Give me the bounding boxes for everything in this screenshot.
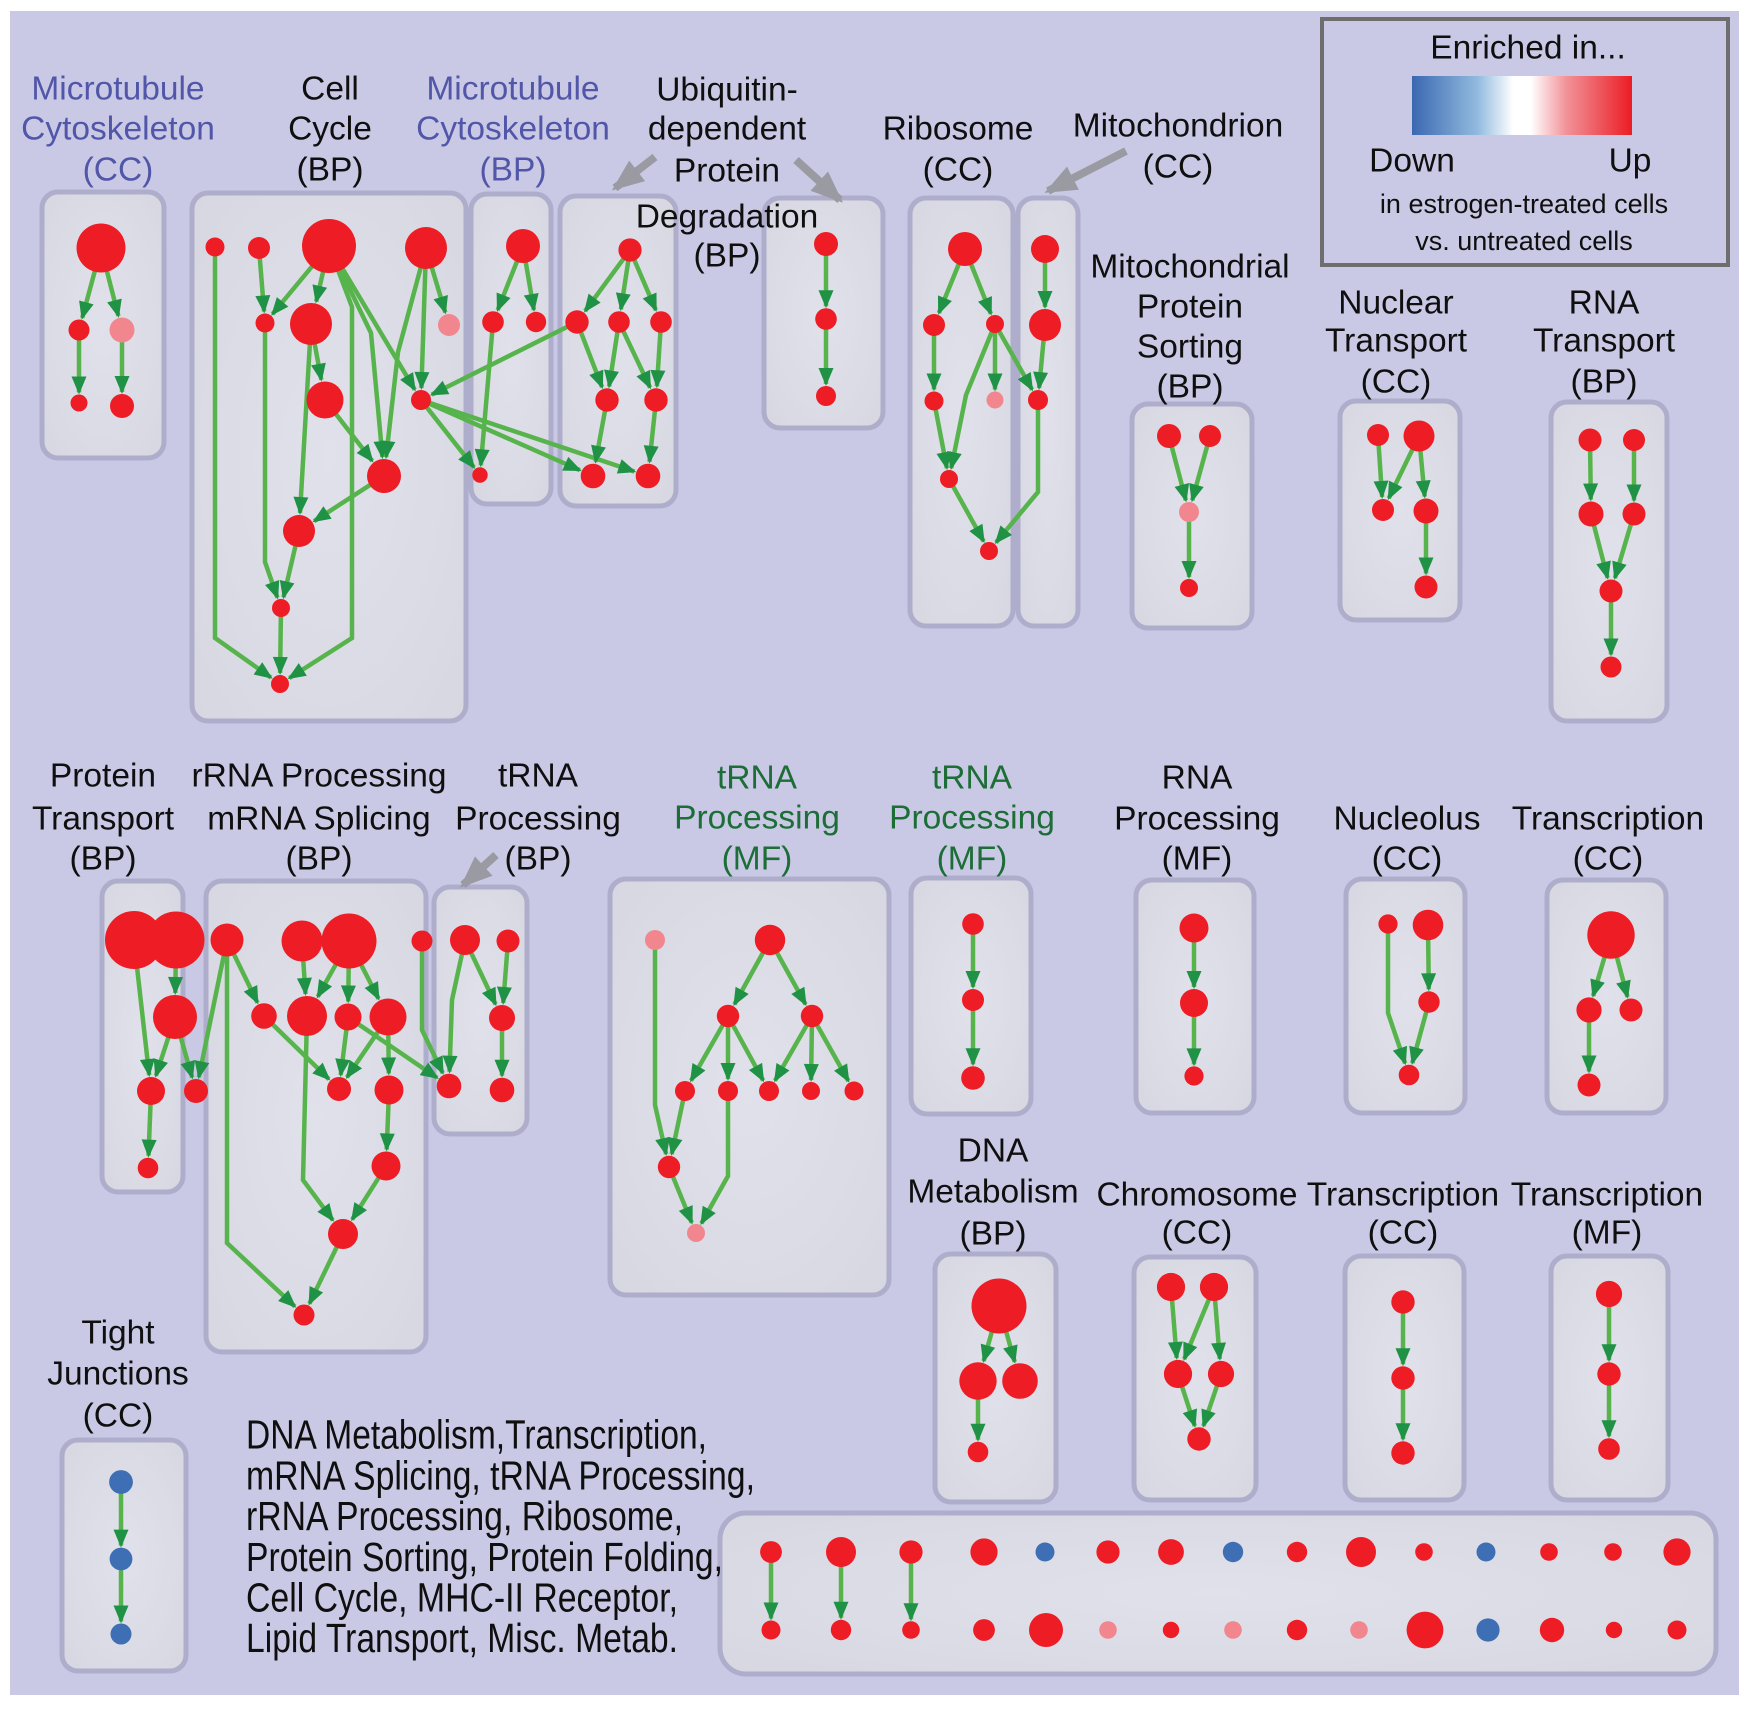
svg-text:Microtubule: Microtubule	[426, 70, 599, 107]
svg-text:Cytoskeleton: Cytoskeleton	[416, 110, 610, 147]
svg-text:Mitochondrion: Mitochondrion	[1073, 107, 1283, 144]
svg-text:(BP): (BP)	[480, 151, 547, 188]
svg-text:(BP): (BP)	[960, 1215, 1027, 1252]
svg-text:(BP): (BP)	[297, 151, 364, 188]
svg-text:(MF): (MF)	[722, 840, 793, 877]
svg-text:DNA: DNA	[958, 1132, 1029, 1169]
svg-text:Protein: Protein	[50, 757, 156, 794]
svg-text:mRNA Splicing: mRNA Splicing	[207, 800, 430, 837]
svg-text:Transcription: Transcription	[1307, 1176, 1499, 1213]
svg-text:Tight: Tight	[81, 1314, 155, 1351]
svg-text:(BP): (BP)	[70, 840, 137, 877]
svg-text:(CC): (CC)	[1143, 148, 1214, 185]
svg-text:(CC): (CC)	[923, 151, 994, 188]
svg-text:Cytoskeleton: Cytoskeleton	[21, 110, 215, 147]
svg-text:Chromosome: Chromosome	[1096, 1176, 1297, 1213]
svg-text:(CC): (CC)	[1368, 1214, 1439, 1251]
svg-text:(BP): (BP)	[1157, 368, 1224, 405]
svg-text:Cell Cycle, MHC-II Receptor,: Cell Cycle, MHC-II Receptor,	[246, 1575, 678, 1621]
svg-text:Up: Up	[1609, 142, 1652, 179]
svg-text:Sorting: Sorting	[1137, 328, 1243, 365]
svg-text:Mitochondrial: Mitochondrial	[1090, 248, 1289, 285]
svg-text:Protein: Protein	[1137, 288, 1243, 325]
svg-text:Cell: Cell	[301, 70, 359, 107]
svg-text:(BP): (BP)	[286, 840, 353, 877]
svg-text:tRNA: tRNA	[498, 757, 579, 794]
svg-text:tRNA: tRNA	[932, 759, 1013, 796]
svg-text:DNA Metabolism,Transcription,: DNA Metabolism,Transcription,	[246, 1412, 707, 1458]
svg-text:Processing: Processing	[455, 800, 621, 837]
svg-text:Processing: Processing	[1114, 800, 1280, 837]
svg-text:vs. untreated cells: vs. untreated cells	[1415, 226, 1633, 256]
svg-text:(CC): (CC)	[83, 1397, 154, 1434]
svg-text:Metabolism: Metabolism	[907, 1173, 1078, 1210]
svg-text:Cycle: Cycle	[288, 110, 372, 147]
svg-text:mRNA Splicing, tRNA Processing: mRNA Splicing, tRNA Processing,	[246, 1452, 755, 1498]
svg-text:Transport: Transport	[1325, 322, 1468, 359]
svg-text:(CC): (CC)	[1372, 840, 1443, 877]
svg-text:Transport: Transport	[32, 800, 175, 837]
svg-text:(CC): (CC)	[1361, 363, 1432, 400]
svg-text:Ubiquitin-: Ubiquitin-	[656, 71, 798, 108]
svg-text:Degradation: Degradation	[636, 198, 819, 235]
svg-text:(CC): (CC)	[1162, 1214, 1233, 1251]
svg-text:RNA: RNA	[1569, 284, 1640, 321]
svg-text:rRNA Processing: rRNA Processing	[191, 757, 446, 794]
svg-text:Down: Down	[1369, 142, 1455, 179]
svg-text:rRNA Processing, Ribosome,: rRNA Processing, Ribosome,	[246, 1493, 683, 1539]
svg-text:(MF): (MF)	[1162, 840, 1233, 877]
svg-text:Transport: Transport	[1533, 322, 1676, 359]
svg-text:Junctions: Junctions	[47, 1355, 189, 1392]
svg-text:(BP): (BP)	[694, 237, 761, 274]
svg-text:(BP): (BP)	[505, 840, 572, 877]
svg-text:RNA: RNA	[1162, 759, 1233, 796]
svg-text:in estrogen-treated cells: in estrogen-treated cells	[1380, 189, 1668, 219]
svg-text:(CC): (CC)	[1573, 840, 1644, 877]
svg-text:(MF): (MF)	[937, 840, 1008, 877]
svg-text:Lipid Transport, Misc. Metab.: Lipid Transport, Misc. Metab.	[246, 1615, 678, 1661]
svg-text:dependent: dependent	[648, 110, 807, 147]
svg-text:Enriched in...: Enriched in...	[1430, 29, 1626, 66]
svg-text:Processing: Processing	[674, 799, 840, 836]
svg-text:tRNA: tRNA	[717, 759, 798, 796]
svg-text:Protein Sorting, Protein Foldi: Protein Sorting, Protein Folding,	[246, 1534, 723, 1580]
svg-text:(MF): (MF)	[1572, 1214, 1643, 1251]
svg-text:Ribosome: Ribosome	[883, 110, 1034, 147]
svg-text:Processing: Processing	[889, 799, 1055, 836]
svg-text:(BP): (BP)	[1571, 363, 1638, 400]
svg-text:(CC): (CC)	[83, 151, 154, 188]
svg-text:Transcription: Transcription	[1512, 800, 1704, 837]
svg-text:Microtubule: Microtubule	[31, 70, 204, 107]
svg-text:Nucleolus: Nucleolus	[1333, 800, 1480, 837]
svg-text:Protein: Protein	[674, 152, 780, 189]
svg-text:Transcription: Transcription	[1511, 1176, 1703, 1213]
svg-text:Nuclear: Nuclear	[1338, 284, 1453, 321]
